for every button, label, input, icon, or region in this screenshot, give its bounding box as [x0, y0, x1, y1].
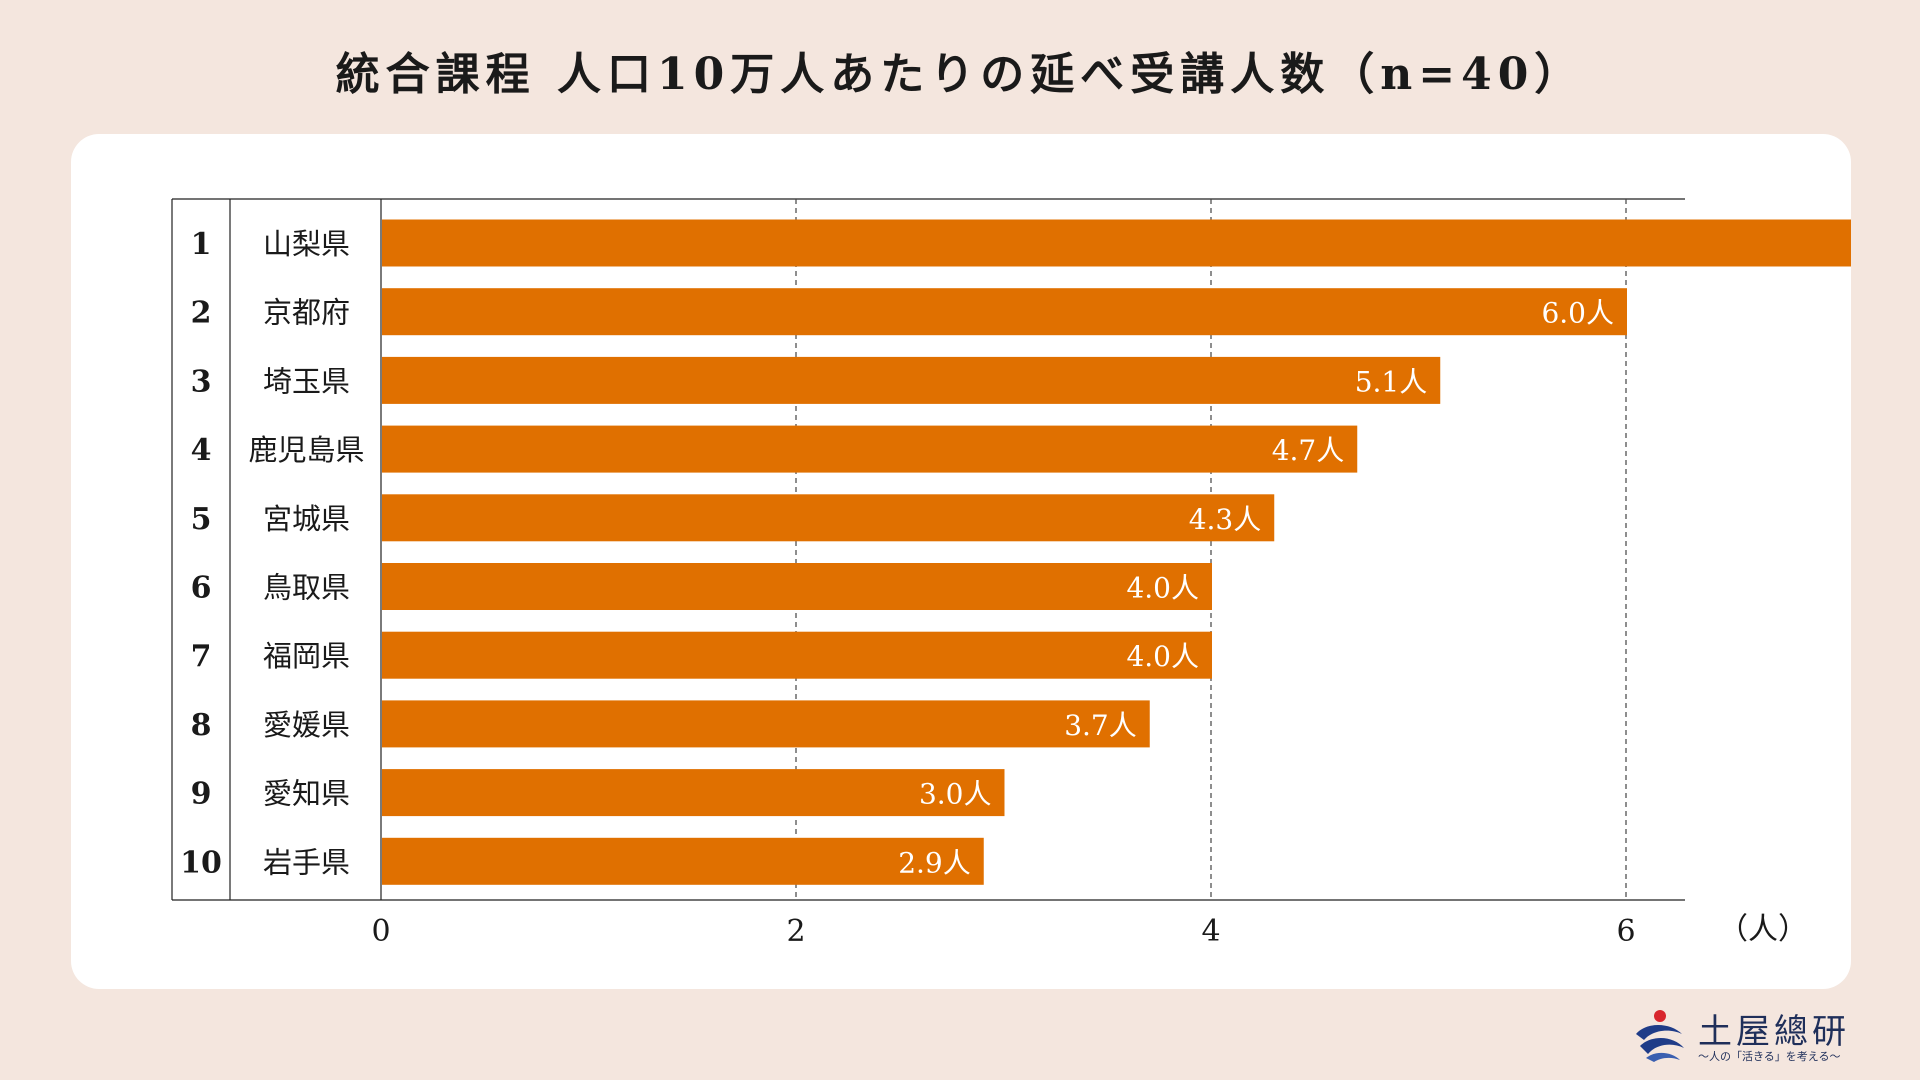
bar: [382, 700, 1150, 748]
bar-value-label: 4.0人: [1126, 572, 1199, 605]
x-axis-unit-label: （人）: [1718, 912, 1808, 947]
bar-value-label: 4.3人: [1189, 503, 1262, 536]
rank-label: 9: [191, 777, 212, 812]
category-label: 京都府: [263, 296, 350, 330]
bar: [382, 288, 1627, 336]
bar-value-label: 4.7人: [1272, 434, 1345, 467]
bar-value-label: 2.9人: [898, 846, 971, 879]
category-label: 埼玉県: [263, 364, 350, 398]
bar: [382, 494, 1275, 542]
x-tick-label: 4: [1201, 914, 1220, 949]
category-label: 愛媛県: [263, 708, 350, 742]
category-label: 宮城県: [263, 502, 350, 536]
rank-label: 8: [191, 708, 212, 743]
bar: [382, 631, 1212, 679]
rank-label: 10: [180, 845, 222, 880]
brand-logo: 土屋總研 〜人の「活きる」を考える〜: [1630, 1002, 1860, 1066]
bar-value-label: 4.0人: [1126, 640, 1199, 673]
bar: [382, 769, 1005, 817]
bar-value-label: 3.0人: [919, 778, 992, 811]
bar: [382, 837, 984, 885]
category-label: 愛知県: [263, 777, 350, 811]
category-label: 鳥取県: [263, 571, 350, 605]
x-tick-label: 0: [371, 914, 390, 949]
rank-label: 5: [191, 502, 212, 537]
logo-tagline: 〜人の「活きる」を考える〜: [1698, 1050, 1841, 1063]
chart-card: 024681012（人）1山梨県11.0人2京都府6.0人3埼玉県5.1人4鹿児…: [71, 134, 1920, 989]
logo-name: 土屋總研: [1698, 1012, 1850, 1052]
category-label: 福岡県: [263, 639, 350, 673]
bar: [382, 356, 1441, 404]
category-label: 岩手県: [263, 845, 350, 879]
bar-value-label: 3.7人: [1064, 709, 1137, 742]
bar-value-label: 6.0人: [1541, 297, 1614, 330]
bar-value-label: 5.1人: [1355, 365, 1428, 398]
rank-label: 1: [191, 227, 212, 262]
category-label: 山梨県: [263, 227, 350, 261]
rank-label: 4: [191, 433, 212, 468]
bar: [382, 219, 1920, 267]
x-tick-label: 6: [1616, 914, 1635, 949]
bar: [382, 425, 1358, 473]
category-label: 鹿児島県: [248, 433, 364, 467]
bar: [382, 563, 1212, 610]
rank-label: 2: [191, 296, 212, 331]
bar-chart: 024681012（人）1山梨県11.0人2京都府6.0人3埼玉県5.1人4鹿児…: [171, 198, 1920, 949]
rank-label: 7: [191, 639, 212, 674]
logo-mark-icon: [1636, 1010, 1684, 1062]
rank-label: 3: [191, 364, 212, 399]
rank-label: 6: [191, 571, 212, 606]
chart-title: 統合課程 人口10万人あたりの延べ受講人数（n=40）: [335, 49, 1585, 100]
x-tick-label: 2: [786, 914, 805, 949]
